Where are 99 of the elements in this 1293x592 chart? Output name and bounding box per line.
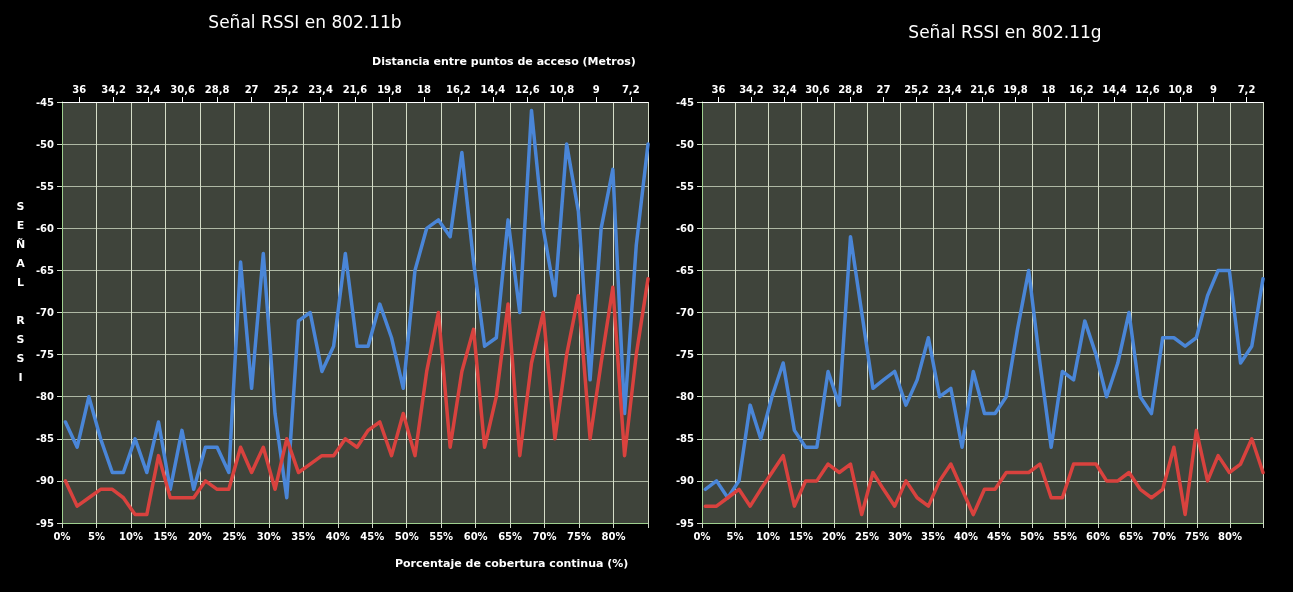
y-tick-label: -70	[675, 307, 695, 318]
y-tick-label: -80	[35, 391, 55, 403]
x2-tick-label: 27	[244, 83, 259, 95]
y-tick-label: -95	[675, 517, 695, 529]
x-tick-label: 50%	[394, 530, 419, 542]
x2-tick-label: 23,4	[308, 83, 333, 95]
x2-tick-label: 32,4	[772, 83, 797, 95]
line-series	[703, 428, 1265, 517]
x-tick-label: 10%	[756, 530, 780, 542]
x-tick-label: 15%	[789, 530, 813, 542]
x2-tick-label: 25,2	[273, 83, 299, 95]
x2-tick-label: 34,2	[739, 83, 764, 95]
x-tick-label: 25%	[855, 530, 879, 542]
x2-tick-label: 36	[72, 83, 87, 95]
x2-tick-label: 9	[592, 83, 600, 95]
x2-tick-label: 19,8	[377, 83, 402, 95]
y-tick-label: -70	[35, 307, 55, 318]
x-tick-label: 55%	[1053, 530, 1077, 542]
x-tick-label: 80%	[1218, 530, 1242, 542]
y-tick-label: -55	[675, 180, 695, 192]
x-tick-label: 70%	[1152, 530, 1176, 542]
x-tick-label: 5%	[726, 530, 744, 542]
y-tick-label: -60	[675, 222, 695, 234]
x2-axis-title: Distancia entre puntos de acceso (Metros)	[372, 55, 636, 68]
x2-tick-label: 9	[1210, 83, 1218, 95]
y-tick-label: -90	[675, 475, 695, 487]
y-tick-label: -50	[35, 138, 55, 150]
chart-title: Señal RSSI en 802.11g	[908, 21, 1102, 42]
y-tick-label: -65	[35, 264, 55, 276]
x-tick-label: 35%	[921, 530, 945, 542]
x2-tick-label: 28,8	[204, 83, 230, 95]
x2-tick-label: 10,8	[549, 83, 575, 95]
x2-tick-label: 7,2	[621, 83, 640, 95]
chart-title: Señal RSSI en 802.11b	[208, 11, 402, 32]
x-tick-label: 65%	[498, 530, 523, 542]
x2-tick-label: 10,8	[1168, 83, 1193, 95]
x2-tick-label: 18	[416, 83, 431, 95]
x-tick-label: 80%	[601, 530, 626, 542]
x2-tick-label: 21,6	[342, 83, 368, 95]
x-tick-label: 75%	[1185, 530, 1209, 542]
x-tick-label: 20%	[822, 530, 846, 542]
y-tick-label: -85	[35, 433, 55, 445]
x-tick-label: 40%	[325, 530, 350, 542]
x-tick-label: 60%	[463, 530, 488, 542]
x-tick-label: 0%	[693, 530, 711, 542]
x2-tick-label: 34,2	[101, 83, 127, 95]
x2-tick-label: 32,4	[135, 83, 161, 95]
x-tick-label: 40%	[954, 530, 978, 542]
x-tick-label: 50%	[1020, 530, 1044, 542]
y-tick-label: -65	[675, 264, 695, 276]
y-tick-label: -75	[675, 349, 695, 361]
x-tick-label: 25%	[222, 530, 247, 542]
x-tick-label: 10%	[118, 530, 143, 542]
y-tick-label: -85	[675, 433, 695, 445]
x-tick-label: 20%	[187, 530, 212, 542]
x2-tick-label: 14,4	[1102, 83, 1127, 95]
x-tick-label: 5%	[87, 530, 105, 542]
x-tick-label: 60%	[1086, 530, 1110, 542]
x-tick-label: 45%	[360, 530, 385, 542]
x2-tick-label: 36	[711, 83, 726, 95]
x2-tick-label: 19,8	[1003, 83, 1028, 95]
x2-tick-label: 25,2	[904, 83, 929, 95]
x-tick-label: 30%	[888, 530, 912, 542]
y-axis-title: SEÑAL RSSI	[14, 200, 27, 390]
x-tick-label: 35%	[291, 530, 316, 542]
y-tick-label: -50	[675, 138, 695, 150]
x-tick-label: 70%	[532, 530, 557, 542]
x2-tick-label: 30,6	[170, 83, 196, 95]
x-tick-label: 15%	[153, 530, 178, 542]
x2-tick-label: 18	[1041, 83, 1056, 95]
y-tick-label: -95	[35, 517, 55, 529]
x-tick-label: 0%	[53, 530, 71, 542]
x2-tick-label: 27	[876, 83, 891, 95]
y-tick-label: -75	[35, 349, 55, 361]
x-tick-label: 75%	[567, 530, 592, 542]
x-tick-label: 30%	[256, 530, 281, 542]
y-tick-label: -60	[35, 222, 55, 234]
y-tick-label: -80	[675, 391, 695, 403]
x-axis-title: Porcentaje de cobertura continua (%)	[395, 557, 629, 570]
x2-tick-label: 14,4	[480, 83, 506, 95]
line-series	[63, 108, 650, 500]
y-tick-label: -45	[675, 96, 695, 108]
x-tick-label: 55%	[429, 530, 454, 542]
x2-tick-label: 21,6	[970, 83, 995, 95]
y-tick-label: -45	[35, 96, 55, 108]
x2-tick-label: 23,4	[937, 83, 962, 95]
x2-tick-label: 7,2	[1237, 83, 1256, 95]
x-tick-label: 45%	[987, 530, 1011, 542]
x2-tick-label: 12,6	[515, 83, 540, 95]
y-tick-label: -55	[35, 180, 55, 192]
line-series	[703, 234, 1265, 500]
line-series	[63, 277, 650, 517]
x2-tick-label: 30,6	[805, 83, 830, 95]
y-tick-label: -90	[35, 475, 55, 487]
x2-tick-label: 12,6	[1135, 83, 1160, 95]
x-tick-label: 65%	[1119, 530, 1143, 542]
x2-tick-label: 16,2	[1069, 83, 1094, 95]
x2-tick-label: 28,8	[838, 83, 863, 95]
x2-tick-label: 16,2	[446, 83, 471, 95]
